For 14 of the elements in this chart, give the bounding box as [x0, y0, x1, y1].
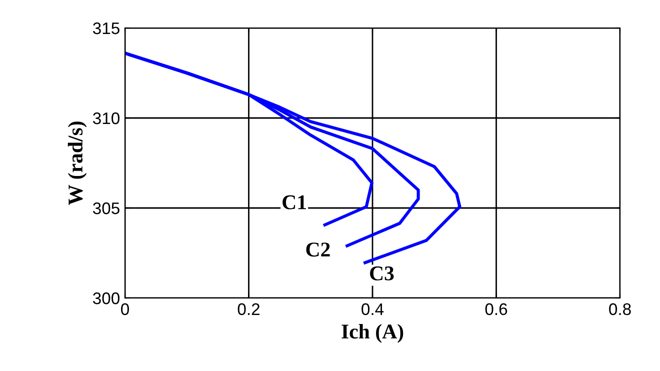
series-label: C3: [370, 266, 394, 280]
x-tick-label: 0.8: [609, 303, 631, 316]
y-tick-label: 305: [92, 202, 120, 214]
x-tick-label: 0.4: [362, 303, 384, 316]
x-tick-label: 0.6: [485, 303, 508, 316]
y-tick-label: 315: [92, 22, 120, 34]
y-tick-label: 310: [92, 112, 120, 124]
x-tick-label: 0: [121, 303, 129, 316]
series-label: C1: [282, 195, 306, 210]
y-tick-label: 300: [92, 292, 120, 304]
series-label: C2: [306, 242, 330, 257]
x-tick-label: 0.2: [238, 303, 260, 316]
x-axis-title: Ich (A): [342, 324, 404, 343]
y-axis-title: W (rad/s): [68, 122, 87, 206]
